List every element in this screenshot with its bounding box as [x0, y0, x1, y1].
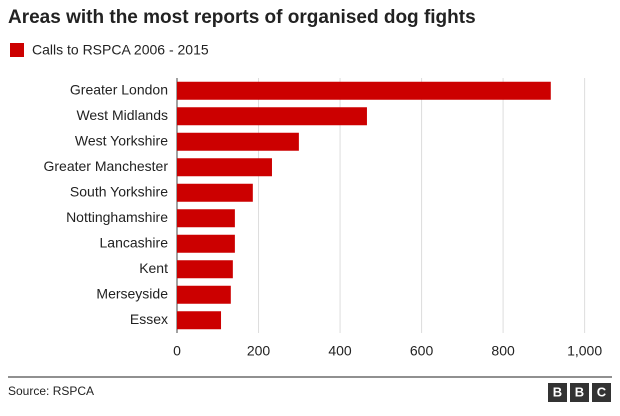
- y-tick-label: West Midlands: [76, 107, 168, 123]
- bar: [177, 234, 235, 253]
- bar: [177, 81, 551, 100]
- bar: [177, 260, 233, 279]
- legend-swatch: [10, 43, 24, 57]
- y-tick-label: Lancashire: [100, 234, 169, 250]
- x-tick-label: 1,000: [567, 343, 602, 359]
- y-tick-label: West Yorkshire: [75, 132, 168, 148]
- y-tick-label: Greater Manchester: [44, 158, 169, 174]
- y-tick-label: Merseyside: [96, 285, 168, 301]
- bbc-logo: B B C: [548, 383, 611, 402]
- bar: [177, 107, 367, 126]
- source: Source: RSPCA: [8, 384, 94, 398]
- bar: [177, 209, 235, 228]
- x-tick-label: 800: [491, 343, 515, 359]
- y-tick-label: Greater London: [70, 81, 168, 97]
- logo-letter: B: [553, 384, 562, 399]
- logo-block: [548, 383, 567, 402]
- logo-letter: B: [575, 384, 584, 399]
- x-tick-label: 200: [247, 343, 271, 359]
- y-tick-label: Kent: [139, 260, 168, 276]
- bar: [177, 285, 231, 304]
- chart-title: Areas with the most reports of organised…: [8, 7, 476, 28]
- legend-label: Calls to RSPCA 2006 - 2015: [32, 42, 209, 58]
- y-tick-label: Essex: [130, 311, 168, 327]
- bar: [177, 132, 299, 151]
- logo-block: [570, 383, 589, 402]
- logo-block: [592, 383, 611, 402]
- y-tick-label: Nottinghamshire: [66, 209, 168, 225]
- bar: [177, 311, 222, 330]
- x-tick-label: 0: [173, 343, 181, 359]
- bar: [177, 158, 272, 177]
- x-tick-label: 600: [410, 343, 434, 359]
- x-tick-label: 400: [328, 343, 352, 359]
- logo-letter: C: [597, 384, 607, 399]
- y-tick-label: South Yorkshire: [70, 183, 168, 199]
- bar: [177, 183, 253, 202]
